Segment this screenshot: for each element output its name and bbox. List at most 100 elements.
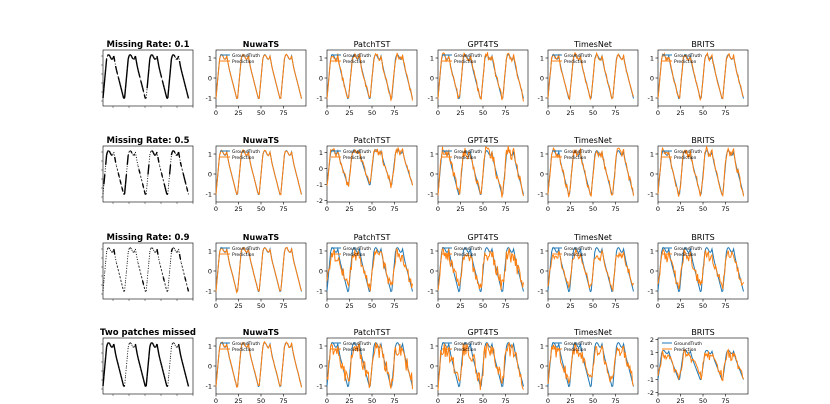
input-segment xyxy=(114,60,117,67)
input-segment xyxy=(161,77,163,81)
input-segment xyxy=(154,251,157,253)
input-segment xyxy=(154,346,157,348)
input-segment xyxy=(165,287,168,292)
input-segment xyxy=(111,346,114,348)
prediction-line xyxy=(547,247,634,292)
input-segment xyxy=(103,174,106,185)
x-tick-label: 25 xyxy=(566,205,574,213)
input-segment xyxy=(104,68,107,79)
input-segment xyxy=(167,184,170,195)
input-segment xyxy=(141,372,144,377)
x-tick-label: 0 xyxy=(546,109,550,117)
x-tick-label: 0 xyxy=(546,302,550,310)
input-segment xyxy=(145,376,148,387)
legend-prediction-label: Prediction xyxy=(343,155,366,161)
row-title: Missing Rate: 0.9 xyxy=(106,233,189,243)
x-tick-label: 25 xyxy=(456,205,464,213)
x-tick-label: 0 xyxy=(325,302,329,310)
x-tick-label: 0 xyxy=(546,397,550,404)
input-segment xyxy=(145,88,148,99)
input-segment xyxy=(115,258,117,264)
input-segment xyxy=(134,151,137,158)
y-tick-label: -1 xyxy=(317,288,323,296)
x-tick-label: 75 xyxy=(721,205,729,213)
input-segment xyxy=(119,372,122,377)
input-segment xyxy=(155,55,158,59)
input-segment xyxy=(122,287,125,292)
x-tick-label: 50 xyxy=(368,205,376,213)
x-tick-label: 75 xyxy=(721,397,729,404)
input-segment xyxy=(147,164,150,175)
input-segment xyxy=(167,376,170,387)
input-segment xyxy=(153,154,156,156)
input-segment xyxy=(125,164,128,175)
input-segment xyxy=(183,176,186,181)
input-segment xyxy=(170,155,172,165)
input-segment xyxy=(114,353,118,359)
input-segment xyxy=(152,152,155,155)
input-segment xyxy=(174,344,177,347)
input-segment xyxy=(156,343,159,350)
input-segment xyxy=(161,80,164,85)
model-title: TimesNet xyxy=(573,328,612,337)
input-segment xyxy=(164,379,167,384)
input-segment xyxy=(149,55,152,60)
input-segment xyxy=(158,161,161,167)
input-segment xyxy=(124,281,126,292)
input-segment xyxy=(137,263,140,267)
legend-prediction-label: Prediction xyxy=(343,59,366,65)
x-tick-label: 0 xyxy=(656,302,660,310)
input-segment xyxy=(146,366,149,377)
input-segment xyxy=(140,273,143,278)
input-segment xyxy=(134,343,136,347)
input-segment xyxy=(108,247,111,251)
x-tick-label: 0 xyxy=(546,205,550,213)
input-segment xyxy=(137,69,140,74)
input-segment xyxy=(116,73,119,78)
input-segment xyxy=(175,58,178,60)
input-segment xyxy=(148,59,151,69)
input-segment xyxy=(141,277,144,281)
x-tick-label: 50 xyxy=(257,109,265,117)
input-segment xyxy=(171,54,174,57)
input-segment xyxy=(138,266,141,271)
input-segment xyxy=(104,261,107,272)
input-segment xyxy=(164,284,167,289)
legend-prediction-label: Prediction xyxy=(674,252,697,258)
prediction-line xyxy=(437,52,524,102)
input-segment xyxy=(139,77,142,81)
legend-groundtruth-label: GroundTruth xyxy=(232,246,260,252)
input-segment xyxy=(133,154,135,156)
prediction-line xyxy=(657,248,744,290)
x-tick-label: 0 xyxy=(325,397,329,404)
legend-prediction-label: Prediction xyxy=(564,347,587,353)
input-segment xyxy=(141,180,144,184)
input-segment xyxy=(174,56,177,59)
input-segment xyxy=(145,281,148,292)
input-segment xyxy=(161,270,163,274)
prediction-line xyxy=(326,248,413,292)
input-segment xyxy=(127,248,130,253)
input-segment xyxy=(103,366,106,377)
input-segment xyxy=(180,357,183,362)
input-segment xyxy=(105,343,109,348)
input-segment xyxy=(125,366,127,377)
model-title: PatchTST xyxy=(354,136,391,145)
input-segment xyxy=(168,68,172,79)
input-segment xyxy=(113,55,116,62)
y-tick-label: -1 xyxy=(648,95,654,103)
legend-groundtruth-label: GroundTruth xyxy=(232,341,260,347)
prediction-line xyxy=(657,51,744,102)
input-segment xyxy=(147,68,150,79)
x-tick-label: 25 xyxy=(566,302,574,310)
input-segment xyxy=(111,251,114,253)
x-tick-label: 75 xyxy=(611,205,619,213)
input-segment xyxy=(177,343,181,350)
